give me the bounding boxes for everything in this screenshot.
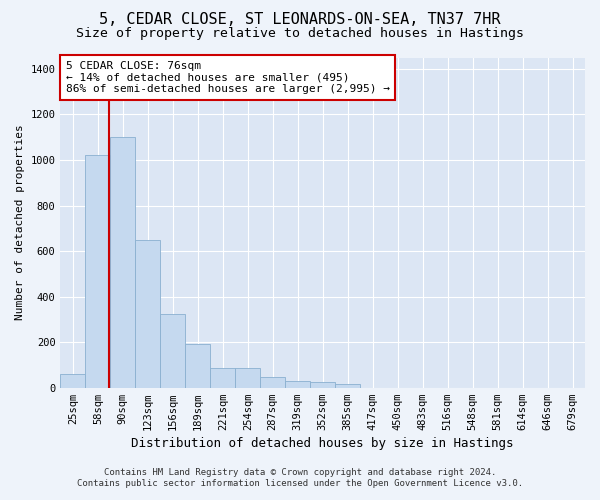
Text: 5 CEDAR CLOSE: 76sqm
← 14% of detached houses are smaller (495)
86% of semi-deta: 5 CEDAR CLOSE: 76sqm ← 14% of detached h… (65, 61, 389, 94)
Y-axis label: Number of detached properties: Number of detached properties (15, 124, 25, 320)
Text: Contains HM Land Registry data © Crown copyright and database right 2024.
Contai: Contains HM Land Registry data © Crown c… (77, 468, 523, 487)
Bar (85, 156, 110, 388)
Text: Size of property relative to detached houses in Hastings: Size of property relative to detached ho… (76, 27, 524, 40)
Text: 5, CEDAR CLOSE, ST LEONARDS-ON-SEA, TN37 7HR: 5, CEDAR CLOSE, ST LEONARDS-ON-SEA, TN37… (99, 12, 501, 28)
Bar (185, 344, 210, 388)
X-axis label: Distribution of detached houses by size in Hastings: Distribution of detached houses by size … (131, 437, 514, 450)
Bar (160, 314, 185, 388)
Bar (61, 374, 85, 388)
Bar (235, 368, 260, 388)
Bar (260, 378, 285, 388)
Bar (310, 382, 335, 388)
Bar (136, 240, 160, 388)
Bar (210, 368, 235, 388)
Bar (285, 382, 310, 388)
Bar (335, 384, 360, 388)
Bar (110, 137, 136, 388)
